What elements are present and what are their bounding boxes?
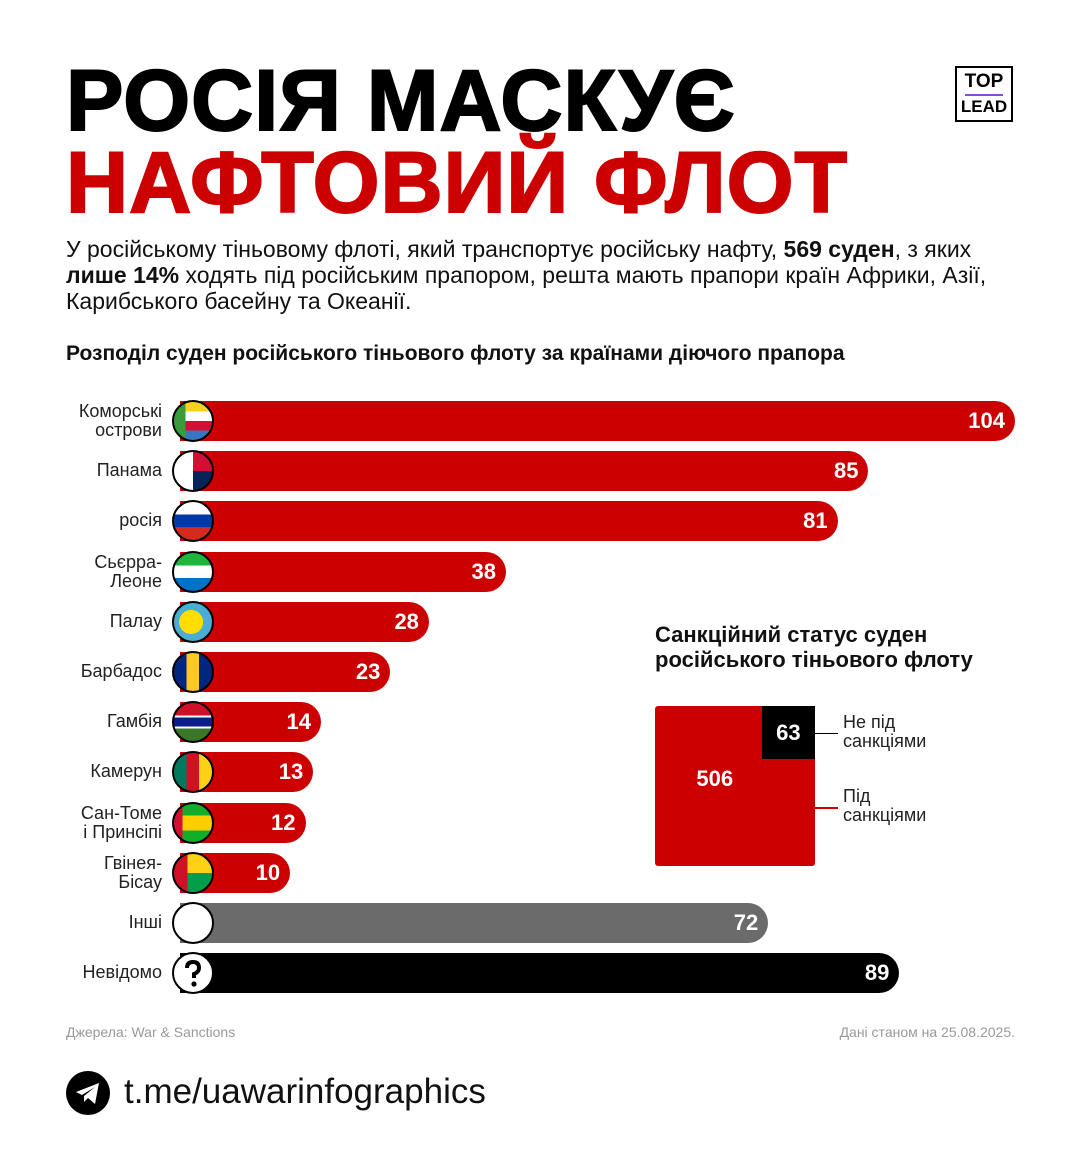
flag-icon: [172, 550, 214, 593]
flag-icon: [172, 450, 214, 493]
flag-icon: [172, 400, 214, 442]
legend-connector: [815, 807, 838, 809]
bar: [180, 652, 391, 692]
bar: [180, 601, 429, 642]
category-label: Сьєрра- Леоне: [94, 551, 162, 591]
category-label: Барбадос: [80, 661, 162, 681]
flag-icon: [172, 701, 214, 744]
telegram-link[interactable]: t.me/uawarinfographics: [124, 1072, 486, 1111]
value-label: 85: [833, 458, 859, 484]
flag-icon: [172, 600, 214, 643]
category-label: Палау: [109, 610, 162, 631]
value-label: 104: [968, 408, 1005, 433]
telegram-icon: [66, 1071, 110, 1115]
bar: [180, 551, 507, 592]
category-label: Камерун: [90, 761, 162, 782]
value-label: 89: [864, 960, 890, 986]
category-label: Коморські острови: [78, 401, 162, 440]
intro-bold: лише 14%: [66, 262, 180, 288]
title-line-1: РОСІЯ МАСКУЄ: [65, 53, 736, 149]
flag-icon: [172, 902, 214, 944]
category-label: росія: [119, 510, 162, 531]
value-label: 23: [355, 659, 381, 684]
category-label: Гамбія: [107, 711, 162, 732]
logo-top: TOP: [964, 71, 1004, 92]
bar: [180, 501, 838, 542]
bar: [180, 451, 869, 492]
value-label: 14: [286, 709, 311, 735]
value-label: 81: [803, 508, 828, 534]
logo-bottom: LEAD: [960, 97, 1008, 116]
square-area: [761, 706, 815, 760]
intro-segment: , з яких: [894, 236, 972, 262]
category-label: Інші: [128, 912, 162, 932]
flag-icon: [172, 751, 214, 794]
date-note: Дані станом на 25.08.2025.: [839, 1024, 1015, 1040]
bar: [180, 401, 1015, 441]
value-label: 506: [696, 766, 734, 791]
legend-label: Не під санкціями: [843, 711, 927, 751]
intro-bold: 569 суден: [783, 236, 895, 262]
value-label: 63: [776, 720, 801, 745]
flag-icon: [172, 851, 214, 894]
value-label: 28: [394, 608, 419, 634]
flag-icon: [172, 801, 214, 844]
flag-icon: [172, 651, 214, 693]
title-line-2: НАФТОВИЙ ФЛОТ: [65, 135, 849, 231]
value-label: 38: [471, 558, 497, 584]
bar: [180, 903, 769, 943]
bar-chart-title: Розподіл суден російського тіньового фло…: [66, 342, 845, 365]
intro-segment: ходять під російським прапором, решта ма…: [66, 262, 987, 314]
category-label: Невідомо: [82, 962, 162, 983]
flag-icon: [172, 952, 214, 995]
value-label: 72: [733, 910, 759, 935]
logo: TOP LEAD: [955, 66, 1013, 122]
category-label: Сан-Томе і Принсіпі: [80, 802, 162, 842]
flag-icon: [172, 500, 214, 543]
intro-text: У російському тіньовому флоті, який тран…: [66, 236, 1016, 314]
category-label: Панама: [96, 460, 162, 481]
source: Джерела: War & Sanctions: [66, 1024, 236, 1040]
value-label: 13: [278, 759, 304, 785]
value-label: 10: [255, 859, 281, 885]
logo-divider: [965, 94, 1003, 96]
bar-chart: Коморські острови 104 Панама 85 росія 81 Сьєрр…: [78, 400, 1015, 995]
intro-segment: У російському тіньовому флоті, який тран…: [66, 236, 784, 262]
category-label: Гвінея- Бісау: [104, 852, 162, 892]
square-chart-title: Санкційний статус суден російського тінь…: [655, 622, 973, 672]
bar: [180, 953, 900, 994]
value-label: 12: [271, 809, 296, 835]
legend-label: Під санкціями: [843, 786, 927, 825]
unknown-icon: [185, 960, 202, 987]
square-chart: 63 506 Не під санкціями Під санкціями: [655, 706, 927, 866]
legend-connector: [815, 732, 838, 735]
